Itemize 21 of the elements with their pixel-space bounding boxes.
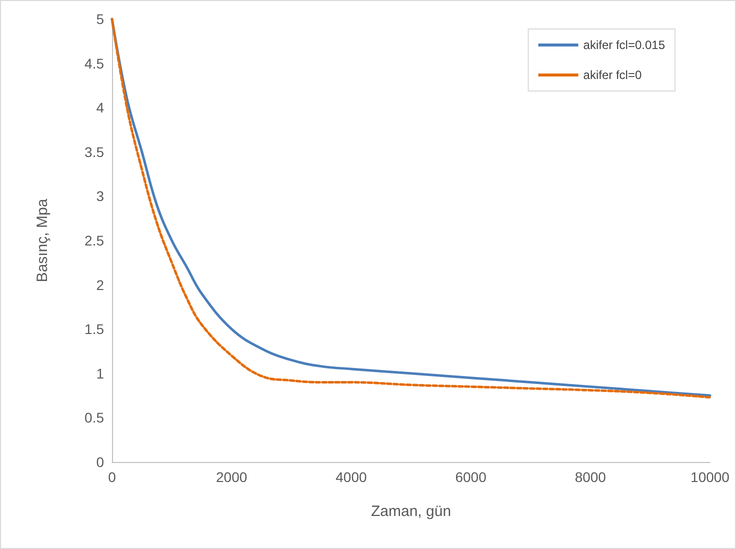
legend-label: akifer fcl=0.015 <box>583 38 666 52</box>
y-tick-label: 2.5 <box>84 232 104 248</box>
y-tick-label: 0.5 <box>84 410 104 426</box>
x-tick-label: 2000 <box>216 469 248 485</box>
y-tick-label: 1.5 <box>84 321 104 338</box>
x-tick-label: 6000 <box>455 469 487 485</box>
x-tick-label: 8000 <box>574 469 606 485</box>
y-tick-label: 4.5 <box>84 55 104 72</box>
legend-label: akifer fcl=0 <box>583 68 642 82</box>
y-tick-label: 4 <box>96 100 104 116</box>
y-tick-label: 5 <box>96 11 104 27</box>
y-tick-label: 3 <box>96 188 104 204</box>
x-axis-title: Zaman, gün <box>370 503 452 520</box>
x-tick-label: 10000 <box>690 469 730 485</box>
x-tick-label: 0 <box>108 469 116 485</box>
y-tick-label: 0 <box>96 454 104 470</box>
y-tick-label: 1 <box>96 365 104 382</box>
y-tick-label: 3.5 <box>84 144 104 160</box>
x-tick-label: 4000 <box>336 469 367 485</box>
y-axis-title: Basınç, Mpa <box>34 198 51 282</box>
y-tick-label: 2 <box>96 276 104 293</box>
